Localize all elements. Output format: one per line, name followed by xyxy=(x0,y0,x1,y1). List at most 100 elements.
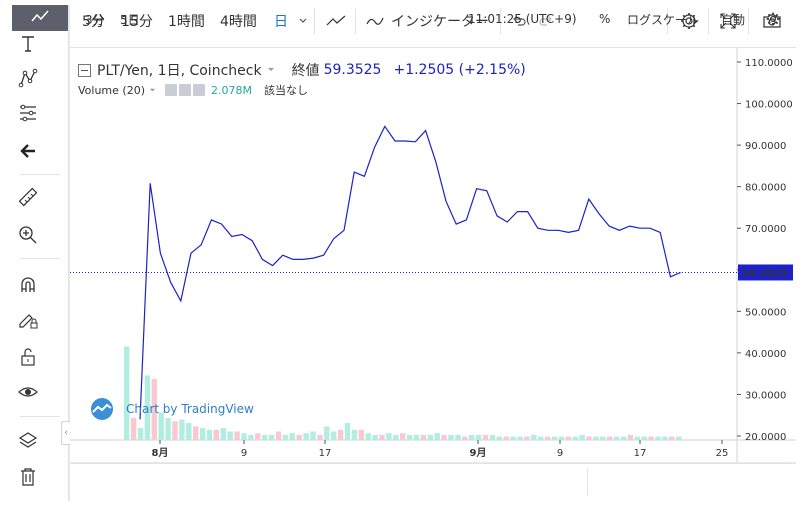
volume-bar xyxy=(572,436,578,440)
volume-bar xyxy=(469,434,475,440)
chevron-down-icon xyxy=(299,18,307,23)
volume-title[interactable]: Volume (20) xyxy=(78,83,145,97)
ruler-tool[interactable] xyxy=(0,180,56,214)
chevron-down-icon[interactable] xyxy=(148,86,157,95)
undo-button[interactable] xyxy=(511,0,527,42)
volume-bar xyxy=(275,431,282,440)
interval-15m[interactable]: 15分 xyxy=(121,14,153,30)
volume-bar xyxy=(137,428,144,440)
chart-style-button[interactable] xyxy=(12,5,68,31)
interval-4h[interactable]: 4時間 xyxy=(220,14,257,30)
toolbar-divider xyxy=(355,8,356,34)
interval-1d[interactable]: 日 xyxy=(274,14,288,30)
volume-bar xyxy=(165,417,171,440)
volume-status: 該当なし xyxy=(263,84,308,97)
visibility-tool[interactable] xyxy=(0,375,56,409)
y-tick-label: 90.0000 xyxy=(745,141,786,152)
volume-bar xyxy=(262,434,268,440)
settings-icon[interactable] xyxy=(179,84,191,96)
interval-dropdown[interactable] xyxy=(298,0,308,42)
pattern-tool[interactable] xyxy=(0,61,56,95)
x-tick-label: 9月 xyxy=(470,447,487,459)
lock-drawing-tool[interactable] xyxy=(0,303,56,337)
volume-bar xyxy=(662,436,668,440)
fib-icon xyxy=(20,104,36,122)
y-tick-label: 110.0000 xyxy=(745,58,793,69)
volume-bar xyxy=(337,429,344,440)
percent-toggle[interactable]: % xyxy=(599,12,611,26)
toolbar-divider xyxy=(500,8,501,34)
chart-type-button[interactable] xyxy=(325,0,347,42)
last-price-label: 59.3525 xyxy=(742,268,788,279)
redo-button[interactable] xyxy=(538,0,554,42)
magnet-tool[interactable] xyxy=(0,268,56,302)
bottom-toolbar xyxy=(70,463,796,502)
y-tick-label: 100.0000 xyxy=(745,100,793,111)
volume-bar xyxy=(151,378,157,440)
volume-bar xyxy=(586,436,592,440)
volume-bar xyxy=(634,436,640,440)
symbol-title[interactable]: PLT/Yen, 1日, Coincheck xyxy=(97,63,262,79)
volume-bar xyxy=(289,433,295,440)
hide-icon[interactable] xyxy=(165,84,177,96)
fullscreen-button[interactable] xyxy=(719,0,737,42)
close-icon[interactable] xyxy=(193,84,205,96)
volume-bar xyxy=(434,433,440,440)
unlock-tool[interactable] xyxy=(0,340,56,374)
volume-bar xyxy=(400,433,406,440)
volume-bar xyxy=(179,419,185,440)
collapse-legend-icon[interactable] xyxy=(78,63,91,77)
x-tick-label: 25 xyxy=(716,448,729,459)
volume-bar xyxy=(420,434,427,440)
toolbar-divider xyxy=(20,258,60,259)
text-tool[interactable] xyxy=(0,27,56,61)
range-5d[interactable]: 5日 xyxy=(120,12,140,27)
volume-bar xyxy=(386,433,392,440)
volume-bar xyxy=(193,426,199,440)
volume-bar xyxy=(600,436,606,440)
volume-bar xyxy=(317,434,323,440)
volume-bar xyxy=(551,436,558,440)
scale-settings-button[interactable] xyxy=(765,0,781,38)
back-arrow-icon xyxy=(20,144,35,158)
volume-bar xyxy=(324,426,330,440)
interval-1h[interactable]: 1時間 xyxy=(168,14,205,30)
volume-bar xyxy=(620,436,627,440)
layers-tool[interactable] xyxy=(0,424,56,458)
interval-5m[interactable]: 5分 xyxy=(82,14,105,30)
toolbar-divider xyxy=(708,8,709,34)
tradingview-watermark[interactable]: Chart by TradingView xyxy=(88,398,254,420)
settings-button[interactable] xyxy=(679,0,699,42)
volume-bar xyxy=(310,431,316,440)
volume-bar xyxy=(413,434,420,440)
price-line xyxy=(139,125,681,420)
volume-bar xyxy=(234,431,240,440)
auto-scale-toggle[interactable]: 自動 xyxy=(721,12,746,27)
volume-bar xyxy=(676,436,682,440)
volume-bar xyxy=(607,436,613,440)
volume-bar xyxy=(130,417,137,440)
indicators-button[interactable]: インジケーター xyxy=(365,0,489,42)
toolbar-divider xyxy=(587,469,588,495)
volume-bar xyxy=(593,436,599,440)
toolbar-divider xyxy=(314,8,315,34)
volume-bar xyxy=(158,412,164,440)
volume-bar xyxy=(503,436,509,440)
chevron-down-icon[interactable] xyxy=(266,65,276,75)
range-3m[interactable]: 3分 xyxy=(85,12,105,27)
fib-tool[interactable] xyxy=(0,96,56,130)
volume-bar xyxy=(372,434,378,440)
log-scale-toggle[interactable]: ログスケール xyxy=(627,12,700,27)
volume-bar xyxy=(268,434,275,440)
x-tick-label: 17 xyxy=(634,448,647,459)
volume-bar xyxy=(344,423,351,440)
volume-bar xyxy=(579,434,585,440)
volume-bar xyxy=(303,433,309,440)
volume-bar xyxy=(441,434,447,440)
volume-bar xyxy=(379,434,385,440)
clock[interactable]: 11:01:25 (UTC+9) xyxy=(468,12,577,26)
back-tool[interactable] xyxy=(0,134,56,168)
remove-drawings-tool[interactable] xyxy=(0,460,56,494)
zoom-tool[interactable] xyxy=(0,218,56,252)
